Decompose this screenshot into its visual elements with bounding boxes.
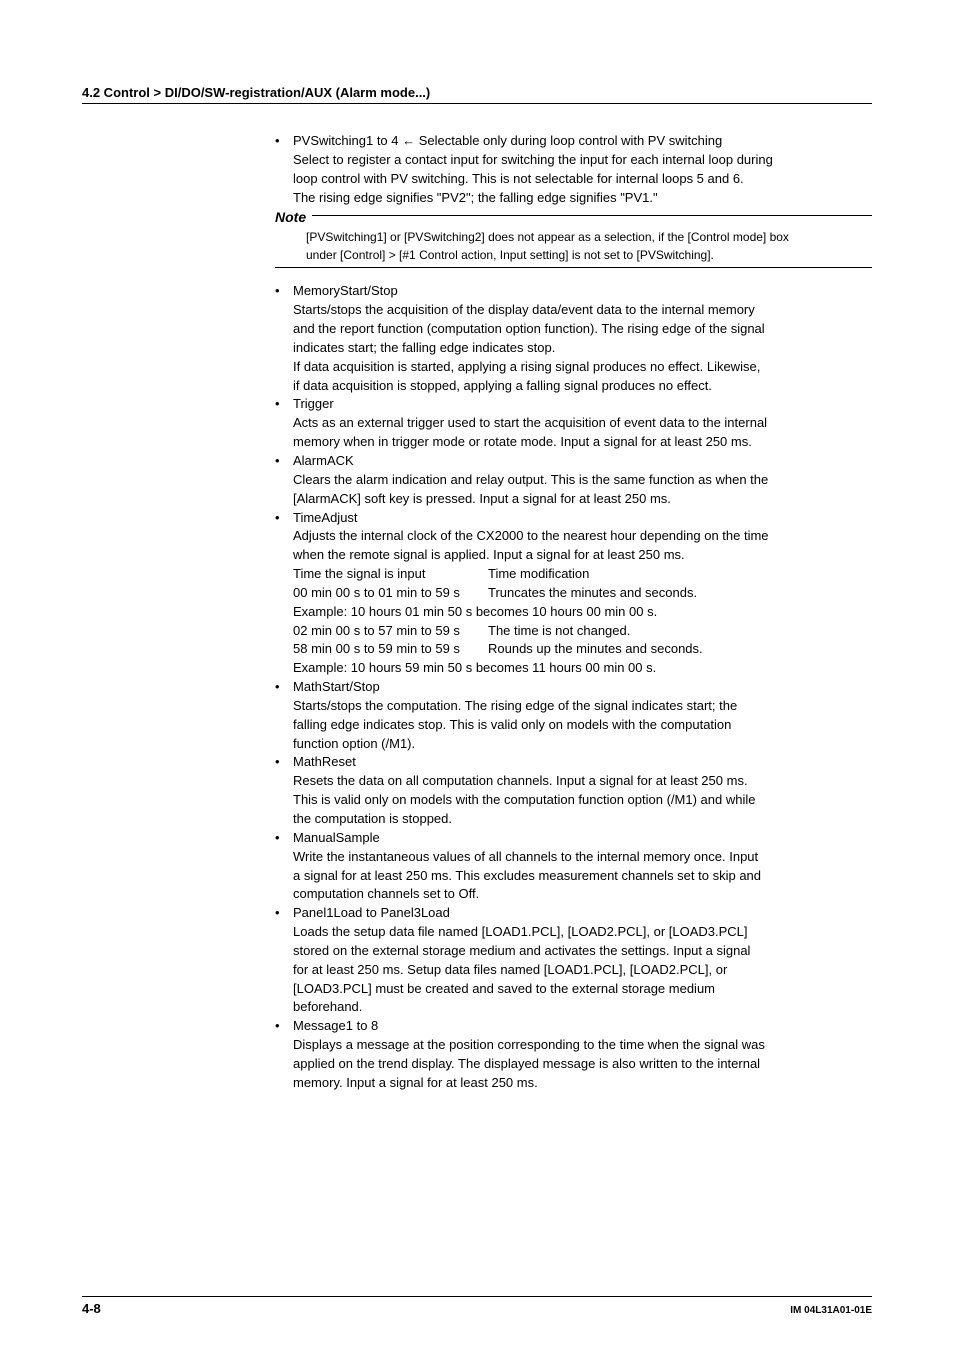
timeadjust-title: TimeAdjust bbox=[293, 509, 872, 528]
bullet-dot: • bbox=[275, 452, 293, 471]
time-h1: Time the signal is input bbox=[293, 565, 488, 584]
message-l2: applied on the trend display. The displa… bbox=[293, 1055, 872, 1074]
mathreset-title: MathReset bbox=[293, 753, 872, 772]
memory-title: MemoryStart/Stop bbox=[293, 282, 872, 301]
panelload-l3: for at least 250 ms. Setup data files na… bbox=[293, 961, 872, 980]
note-rule-bottom bbox=[275, 267, 872, 268]
header-rule bbox=[82, 103, 872, 104]
bullet-dot: • bbox=[275, 1017, 293, 1036]
mathreset-l3: the computation is stopped. bbox=[293, 810, 872, 829]
time-r3c1: 58 min 00 s to 59 min to 59 s bbox=[293, 640, 488, 659]
time-r2c2: The time is not changed. bbox=[488, 622, 872, 641]
message-l3: memory. Input a signal for at least 250 … bbox=[293, 1074, 872, 1093]
time-h2: Time modification bbox=[488, 565, 872, 584]
pvswitching-l1: Select to register a contact input for s… bbox=[293, 151, 872, 170]
bullet-dot: • bbox=[275, 753, 293, 772]
timeadjust-l2: when the remote signal is applied. Input… bbox=[293, 546, 872, 565]
section-header: 4.2 Control > DI/DO/SW-registration/AUX … bbox=[82, 85, 872, 100]
page-number: 4-8 bbox=[82, 1301, 101, 1316]
panelload-l5: beforehand. bbox=[293, 998, 872, 1017]
mathstart-l3: function option (/M1). bbox=[293, 735, 872, 754]
note-header: Note bbox=[275, 209, 872, 225]
bullet-dot: • bbox=[275, 132, 293, 151]
time-ex2: Example: 10 hours 59 min 50 s becomes 11… bbox=[293, 659, 872, 678]
footer: 4-8 IM 04L31A01-01E bbox=[82, 1296, 872, 1316]
trigger-title: Trigger bbox=[293, 395, 872, 414]
note-label: Note bbox=[275, 209, 312, 225]
mathstart-title: MathStart/Stop bbox=[293, 678, 872, 697]
bullet-dot: • bbox=[275, 282, 293, 301]
time-ex1: Example: 10 hours 01 min 50 s becomes 10… bbox=[293, 603, 872, 622]
message-l1: Displays a message at the position corre… bbox=[293, 1036, 872, 1055]
panelload-l4: [LOAD3.PCL] must be created and saved to… bbox=[293, 980, 872, 999]
time-r2c1: 02 min 00 s to 57 min to 59 s bbox=[293, 622, 488, 641]
note-l1: [PVSwitching1] or [PVSwitching2] does no… bbox=[306, 228, 872, 246]
memory-l2: and the report function (computation opt… bbox=[293, 320, 872, 339]
trigger-l2: memory when in trigger mode or rotate mo… bbox=[293, 433, 872, 452]
manualsample-title: ManualSample bbox=[293, 829, 872, 848]
memory-l5: if data acquisition is stopped, applying… bbox=[293, 377, 872, 396]
panelload-l2: stored on the external storage medium an… bbox=[293, 942, 872, 961]
memory-l3: indicates start; the falling edge indica… bbox=[293, 339, 872, 358]
mathstart-l2: falling edge indicates stop. This is val… bbox=[293, 716, 872, 735]
trigger-l1: Acts as an external trigger used to star… bbox=[293, 414, 872, 433]
pvswitching-l3: The rising edge signifies "PV2"; the fal… bbox=[293, 189, 872, 208]
content-block-2: • MemoryStart/Stop Starts/stops the acqu… bbox=[275, 282, 872, 1092]
note-body: [PVSwitching1] or [PVSwitching2] does no… bbox=[306, 228, 872, 264]
time-r3c2: Rounds up the minutes and seconds. bbox=[488, 640, 872, 659]
content-block-1: • PVSwitching1 to 4 ← Selectable only du… bbox=[275, 132, 872, 207]
note-l2: under [Control] > [#1 Control action, In… bbox=[306, 246, 872, 264]
manualsample-l1: Write the instantaneous values of all ch… bbox=[293, 848, 872, 867]
document-id: IM 04L31A01-01E bbox=[790, 1305, 872, 1316]
timeadjust-l1: Adjusts the internal clock of the CX2000… bbox=[293, 527, 872, 546]
alarmack-l1: Clears the alarm indication and relay ou… bbox=[293, 471, 872, 490]
panelload-title: Panel1Load to Panel3Load bbox=[293, 904, 872, 923]
pvswitching-title: PVSwitching1 to 4 ← Selectable only duri… bbox=[293, 132, 872, 151]
bullet-dot: • bbox=[275, 829, 293, 848]
bullet-dot: • bbox=[275, 509, 293, 528]
mathreset-l2: This is valid only on models with the co… bbox=[293, 791, 872, 810]
bullet-dot: • bbox=[275, 395, 293, 414]
memory-l4: If data acquisition is started, applying… bbox=[293, 358, 872, 377]
manualsample-l3: computation channels set to Off. bbox=[293, 885, 872, 904]
time-r1c2: Truncates the minutes and seconds. bbox=[488, 584, 872, 603]
manualsample-l2: a signal for at least 250 ms. This exclu… bbox=[293, 867, 872, 886]
alarmack-l2: [AlarmACK] soft key is pressed. Input a … bbox=[293, 490, 872, 509]
memory-l1: Starts/stops the acquisition of the disp… bbox=[293, 301, 872, 320]
pvswitching-l2: loop control with PV switching. This is … bbox=[293, 170, 872, 189]
mathstart-l1: Starts/stops the computation. The rising… bbox=[293, 697, 872, 716]
alarmack-title: AlarmACK bbox=[293, 452, 872, 471]
message-title: Message1 to 8 bbox=[293, 1017, 872, 1036]
time-r1c1: 00 min 00 s to 01 min to 59 s bbox=[293, 584, 488, 603]
panelload-l1: Loads the setup data file named [LOAD1.P… bbox=[293, 923, 872, 942]
bullet-dot: • bbox=[275, 904, 293, 923]
bullet-dot: • bbox=[275, 678, 293, 697]
mathreset-l1: Resets the data on all computation chann… bbox=[293, 772, 872, 791]
footer-rule bbox=[82, 1296, 872, 1297]
